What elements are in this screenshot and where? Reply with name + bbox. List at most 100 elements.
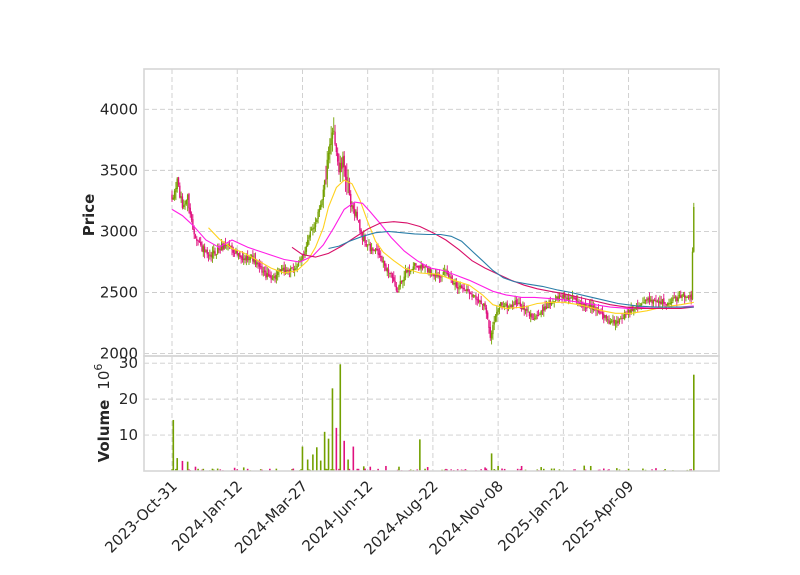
candle-body [651,299,653,303]
candle-body [505,303,507,306]
candle-body [220,243,223,251]
candle-body [563,293,566,298]
candle-body [528,312,531,317]
candle-body [442,272,445,275]
candle-body [297,262,300,266]
candle-body [279,269,281,272]
candle-body [376,248,378,251]
candle-body [330,138,332,146]
candle-body [468,291,471,294]
volume-bar [306,459,309,471]
candle-body [680,295,682,298]
candle-body [310,229,313,231]
candle-body [519,302,522,307]
candle-body [288,269,291,272]
candle-body [472,294,475,297]
volume-gridlines [144,362,719,436]
volume-bar [211,468,214,471]
candle-body [678,295,681,297]
candle-body [331,132,334,139]
candle-body [434,274,437,276]
candle-body [413,262,416,266]
volume-bar [385,465,387,471]
candle-body [171,194,173,200]
volume-bar [332,469,335,471]
candle-body [389,273,391,274]
candle-body [548,301,550,308]
candle-body [202,246,205,253]
candle-body [320,204,322,210]
candle-body [693,207,695,252]
candle-body [566,297,568,300]
candle-body [233,253,236,255]
volume-bar [357,468,360,471]
candle-body [567,297,570,301]
volume-bar [176,458,179,471]
candle-body [399,281,401,287]
candle-body [689,295,691,298]
candle-body [497,309,499,313]
candle-body [404,270,407,278]
candle-body [437,275,439,277]
candle-body [609,321,612,325]
candle-body [344,166,347,178]
candle-body [402,279,404,283]
candle-body [514,300,516,305]
candle-body [674,296,677,299]
candle-body [373,249,375,251]
candle-body [352,205,355,209]
moving-average-line [208,179,694,314]
volume-bar [516,468,519,471]
candle-body [377,249,379,255]
candle-body [676,297,678,302]
volume-bar [356,468,359,471]
candle-body [556,296,558,300]
candle-body [510,304,512,308]
volume-bar [216,468,219,471]
candle-body [535,315,537,319]
candle-body [336,152,339,162]
volume-bar [480,469,482,471]
candle-body [248,258,250,260]
candle-body [239,252,241,257]
candle-body [583,303,585,307]
candle-body [186,194,189,201]
volume-bar [348,468,351,471]
candle-body [335,144,338,153]
candle-body [450,276,452,280]
candle-body [190,213,193,220]
candle-body [312,228,314,230]
candle-body [513,304,515,306]
candle-body [269,274,271,277]
candle-body [494,315,497,321]
volume-bar [339,364,342,471]
candle-body [464,290,467,291]
candle-body [570,296,572,298]
x-gridlines [171,69,630,471]
candle-body [223,243,225,249]
candle-body [425,265,428,268]
volume-bar [542,468,545,471]
candle-body [477,299,480,303]
candle-body [511,304,514,307]
candle-body [456,286,459,289]
candle-body [210,254,212,257]
candle-body [365,244,368,246]
volume-bar [456,469,459,471]
volume-bar [291,469,293,471]
candle-body [235,250,237,254]
candle-body [558,295,561,301]
volume-bar [327,438,330,471]
candle-body [459,285,461,288]
candle-body [181,196,184,208]
candle-body [424,266,426,268]
candle-body [222,243,224,250]
candle-body [254,258,257,264]
candle-body [661,299,664,304]
candle-body [433,274,435,277]
volume-bar [323,431,326,471]
candle-body [240,256,242,258]
candle-body [484,303,486,308]
price-axis-label: Price [80,194,98,237]
candle-body [421,264,424,268]
